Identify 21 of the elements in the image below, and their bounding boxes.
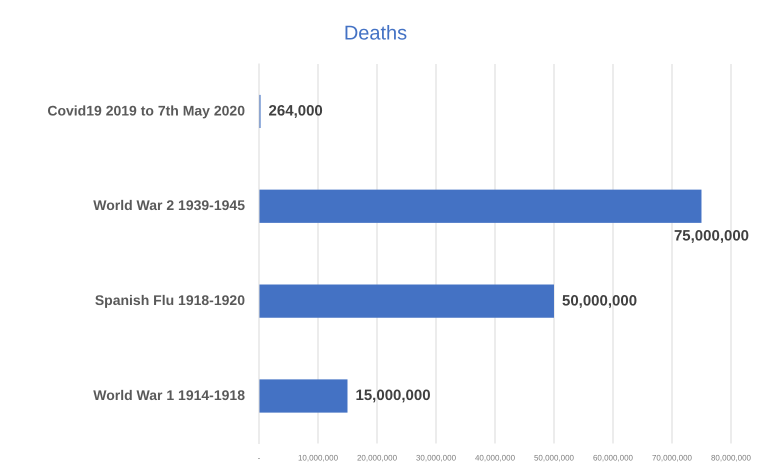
x-tick-label: 40,000,000 [474, 453, 516, 462]
chart-title: Deaths [344, 22, 408, 45]
x-tick-label: 60,000,000 [592, 453, 634, 462]
bar [260, 284, 554, 318]
x-tick-label: 80,000,000 [710, 453, 752, 462]
data-label: 264,000 [268, 102, 323, 120]
data-label: 15,000,000 [355, 387, 431, 404]
data-label: 50,000,000 [562, 292, 638, 310]
y-tick-label: World War 1 1914-1918 [93, 386, 246, 403]
x-tick-label: 10,000,000 [298, 453, 339, 462]
bar [260, 379, 348, 413]
y-tick-label: Covid19 2019 to 7th May 2020 [47, 102, 246, 118]
x-tick-label: 70,000,000 [652, 453, 693, 462]
y-tick-label: Spanish Flu 1918-1920 [94, 292, 246, 308]
x-tick-label: 20,000,000 [356, 453, 398, 462]
x-tick-label: 50,000,000 [534, 453, 575, 462]
x-tick-label: 30,000,000 [416, 453, 457, 462]
data-label: 75,000,000 [674, 227, 750, 244]
bar [260, 190, 702, 223]
x-tick-label: - [258, 453, 261, 462]
y-tick-label: World War 2 1939-1945 [93, 197, 246, 214]
